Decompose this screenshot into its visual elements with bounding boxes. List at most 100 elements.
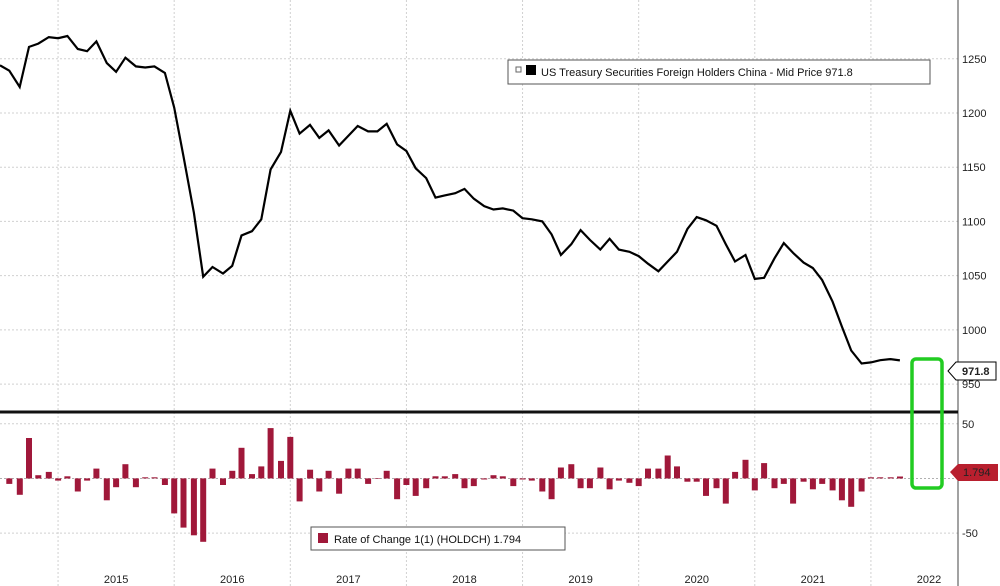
roc-bar xyxy=(635,478,642,487)
roc-bar xyxy=(722,478,729,504)
roc-bar xyxy=(655,468,662,479)
roc-bar xyxy=(481,478,488,480)
roc-bar xyxy=(423,478,430,489)
roc-bar xyxy=(258,466,265,479)
y-tick-label: 1050 xyxy=(962,271,986,283)
roc-bar xyxy=(151,477,158,479)
y-tick-label: 1200 xyxy=(962,108,986,120)
roc-bar xyxy=(278,460,284,479)
roc-bar xyxy=(586,478,593,489)
roc-bar xyxy=(403,478,410,485)
roc-bar xyxy=(35,475,42,479)
roc-bar xyxy=(674,466,680,479)
line-last-value-label: 971.8 xyxy=(962,366,990,378)
roc-bar xyxy=(412,478,419,496)
bar-last-value-label: 1.794 xyxy=(963,467,991,479)
roc-bar xyxy=(539,478,546,492)
bar-legend-swatch-icon xyxy=(318,533,328,543)
roc-bar xyxy=(897,476,903,479)
roc-bars xyxy=(6,428,903,542)
roc-bar xyxy=(238,447,245,479)
roc-bar xyxy=(55,478,62,481)
roc-bar xyxy=(732,471,739,479)
roc-bar xyxy=(325,470,332,479)
roc-bar xyxy=(800,478,807,482)
roc-bar xyxy=(441,476,448,479)
roc-bar xyxy=(220,478,226,485)
roc-bar xyxy=(470,478,477,487)
y-tick-label: 1150 xyxy=(962,162,986,174)
x-tick-label: 2017 xyxy=(336,574,360,586)
roc-bar xyxy=(742,459,749,479)
roc-bar xyxy=(771,478,778,489)
legend-small-square-icon xyxy=(515,66,522,73)
roc-bar xyxy=(606,478,613,490)
roc-bar xyxy=(615,478,622,481)
roc-bar xyxy=(703,478,709,496)
roc-bar xyxy=(113,478,120,488)
line-legend-label: US Treasury Securities Foreign Holders C… xyxy=(541,67,853,79)
line-legend-box xyxy=(507,59,931,85)
x-tick-label: 2020 xyxy=(684,574,708,586)
roc-bar xyxy=(848,478,855,507)
roc-bar xyxy=(354,468,361,479)
roc-bar xyxy=(790,478,797,504)
line-legend: US Treasury Securities Foreign Holders C… xyxy=(507,59,931,85)
roc-bar xyxy=(229,470,236,479)
x-tick-label: 2016 xyxy=(220,574,244,586)
bar-last-value-badge: 1.794 xyxy=(950,464,998,481)
roc-bar xyxy=(887,477,894,479)
y-axis-ticks: 950 1000 1050 1100 1150 1200 1250 50 -50 xyxy=(962,54,986,540)
legend-series-swatch-icon xyxy=(526,65,536,75)
roc-bar xyxy=(645,468,651,479)
roc-bar xyxy=(287,436,294,479)
x-tick-label: 2015 xyxy=(104,574,128,586)
y-tick-label: 1000 xyxy=(962,325,986,337)
x-tick-label: 2022 xyxy=(917,574,941,586)
roc-bar xyxy=(16,478,23,495)
x-tick-label: 2021 xyxy=(801,574,825,586)
roc-bar xyxy=(161,478,168,485)
bar-legend: Rate of Change 1(1) (HOLDCH) 1.794 xyxy=(310,526,566,551)
roc-bar xyxy=(461,478,468,489)
roc-bar xyxy=(568,464,575,479)
roc-bar xyxy=(122,464,129,479)
roc-bar xyxy=(6,478,13,484)
roc-bar xyxy=(499,476,506,479)
roc-bar xyxy=(103,478,110,501)
roc-bar xyxy=(548,478,555,500)
roc-bar xyxy=(809,478,816,490)
bar-legend-label: Rate of Change 1(1) (HOLDCH) 1.794 xyxy=(334,534,521,546)
roc-bar xyxy=(519,478,526,480)
y-tick-label: 1250 xyxy=(962,54,986,66)
roc-bar xyxy=(171,478,178,514)
roc-bar xyxy=(74,478,81,492)
roc-bar xyxy=(190,478,197,536)
roc-bar xyxy=(180,478,187,528)
roc-bar xyxy=(452,474,459,479)
holdings-line xyxy=(0,34,901,365)
roc-bar xyxy=(383,470,390,479)
roc-bar xyxy=(200,478,207,542)
roc-bar xyxy=(751,478,758,491)
roc-bar xyxy=(132,478,139,488)
roc-bar xyxy=(510,478,517,487)
roc-bar xyxy=(93,468,100,479)
roc-bar xyxy=(142,477,149,479)
roc-bar xyxy=(490,475,497,479)
roc-bar xyxy=(345,468,352,479)
x-axis-ticks: 2015 2016 2017 2018 2019 2020 2021 2022 xyxy=(104,574,941,586)
roc-bar xyxy=(267,428,274,479)
roc-bar xyxy=(528,478,535,481)
roc-bar xyxy=(693,478,700,482)
roc-bar xyxy=(374,478,381,479)
y-tick-label: -50 xyxy=(962,528,978,540)
roc-bar xyxy=(867,477,874,479)
roc-bar xyxy=(557,467,564,479)
roc-bar xyxy=(45,471,52,479)
roc-bar xyxy=(780,478,787,484)
roc-bar xyxy=(432,476,439,479)
roc-bar xyxy=(761,463,768,479)
roc-bar xyxy=(829,478,836,491)
